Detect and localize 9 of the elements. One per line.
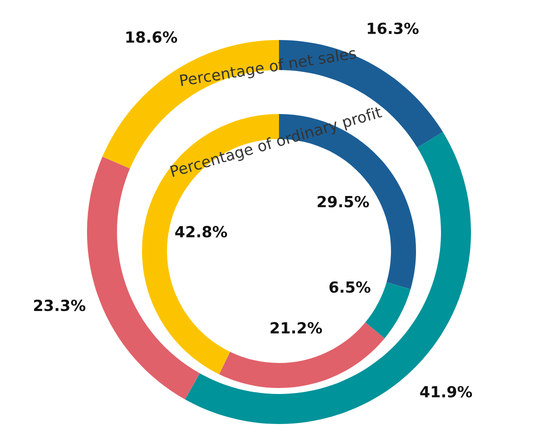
data-label: 16.3% <box>368 22 419 34</box>
slice-label: Percentage of net sales <box>180 46 357 90</box>
data-label: 18.6% <box>126 31 178 43</box>
data-label: 6.5% <box>329 281 370 293</box>
data-label: 41.9% <box>420 386 472 398</box>
data-label: 23.3% <box>34 300 86 312</box>
data-label: 29.5% <box>318 196 369 208</box>
data-label: 21.2% <box>270 322 322 334</box>
data-label: 42.8% <box>175 226 228 238</box>
